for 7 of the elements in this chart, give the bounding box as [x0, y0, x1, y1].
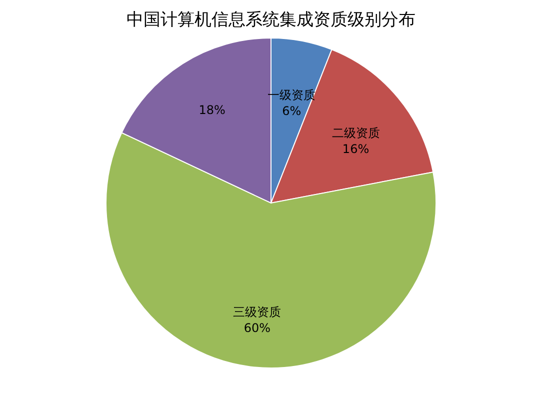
data-label: 6% — [282, 104, 302, 118]
slice-label: 二级资质 — [332, 126, 380, 140]
data-label: 60% — [244, 321, 271, 336]
chart-title: 中国计算机信息系统集成资质级别分布 — [126, 10, 416, 30]
slice-label: 三级资质 — [233, 305, 282, 320]
data-label: 18% — [198, 103, 226, 118]
data-label: 16% — [342, 142, 370, 156]
